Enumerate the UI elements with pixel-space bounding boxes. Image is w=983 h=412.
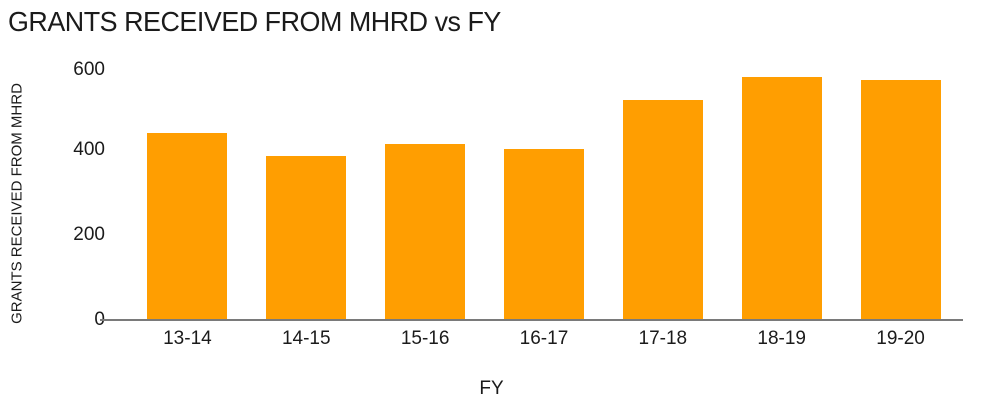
chart-title: GRANTS RECEIVED FROM MHRD vs FY xyxy=(8,6,501,37)
x-axis-line xyxy=(100,319,963,321)
x-tick-label-16-17: 16-17 xyxy=(519,328,569,349)
x-tick-label-13-14: 13-14 xyxy=(163,328,212,349)
x-tick-label-18-19: 18-19 xyxy=(757,328,806,349)
y-tick-label: 200 xyxy=(73,224,105,245)
x-tick-label-17-18: 17-18 xyxy=(638,328,688,349)
bar-17-18[interactable] xyxy=(622,100,703,320)
bar-18-19[interactable] xyxy=(741,77,822,320)
y-axis-title: GRANTS RECEIVED FROM MHRD xyxy=(8,83,26,324)
x-axis-title: FY xyxy=(479,378,504,399)
y-tick-label: 0 xyxy=(35,310,105,330)
bar-19-20[interactable] xyxy=(860,80,941,320)
bar-16-17[interactable] xyxy=(504,149,584,320)
bar-15-16[interactable] xyxy=(385,144,466,320)
bar-13-14[interactable] xyxy=(147,133,228,320)
y-tick-label: 400 xyxy=(73,139,105,160)
x-tick-label-19-20: 19-20 xyxy=(876,328,925,349)
x-tick-label-14-15: 14-15 xyxy=(281,328,331,349)
bar-14-15[interactable] xyxy=(266,156,347,320)
y-tick-label: 600 xyxy=(73,59,105,80)
x-tick-label-15-16: 15-16 xyxy=(400,328,450,349)
